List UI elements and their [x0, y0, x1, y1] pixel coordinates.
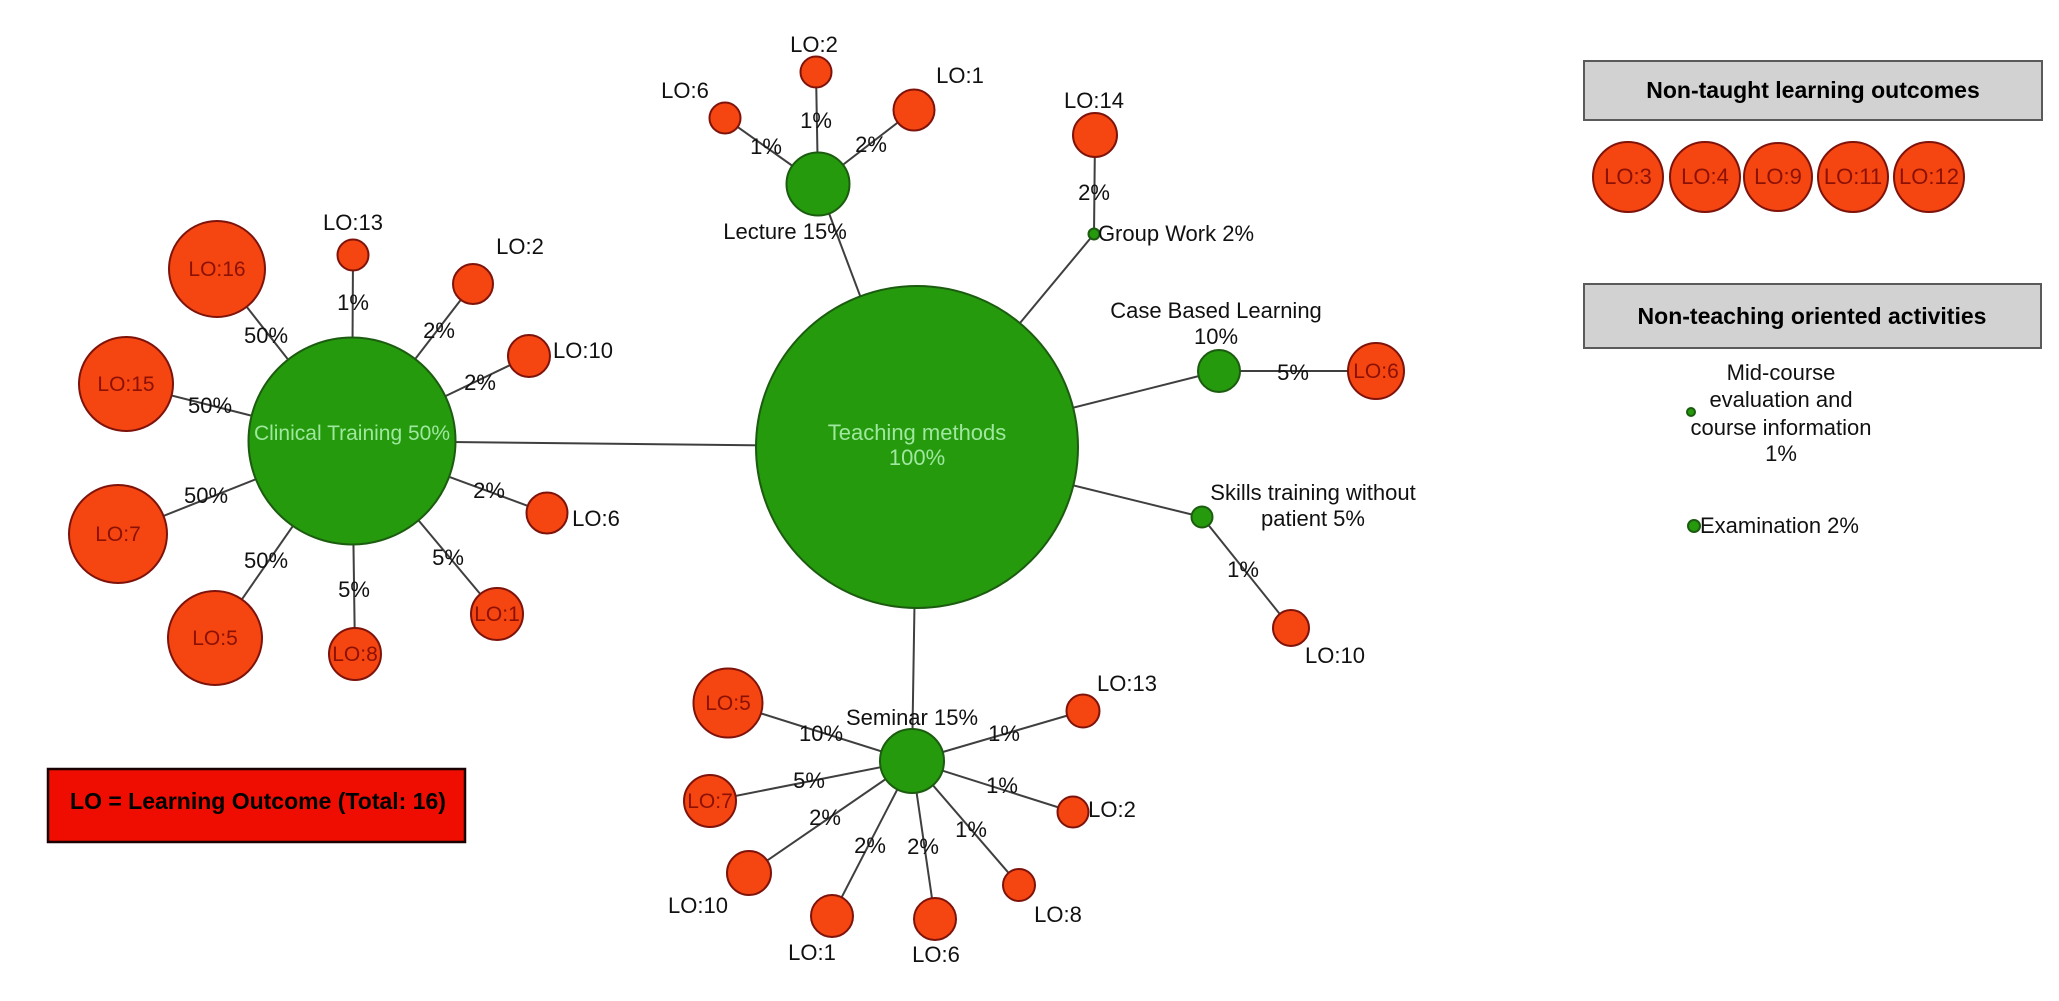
- svg-text:2%: 2%: [854, 833, 886, 858]
- svg-text:2%: 2%: [1078, 180, 1110, 205]
- svg-text:50%: 50%: [188, 393, 232, 418]
- svg-text:LO:6: LO:6: [661, 78, 709, 103]
- svg-text:course information: course information: [1691, 415, 1872, 440]
- svg-text:LO:6: LO:6: [912, 942, 960, 967]
- svg-text:LO:6: LO:6: [1353, 360, 1399, 383]
- svg-text:LO:9: LO:9: [1754, 164, 1802, 189]
- svg-text:Lecture 15%: Lecture 15%: [723, 219, 847, 244]
- svg-text:2%: 2%: [473, 478, 505, 503]
- svg-text:1%: 1%: [1227, 557, 1259, 582]
- svg-text:2%: 2%: [809, 805, 841, 830]
- svg-text:LO:6: LO:6: [572, 506, 620, 531]
- svg-text:Clinical Training 50%: Clinical Training 50%: [254, 422, 450, 445]
- svg-text:2%: 2%: [855, 132, 887, 157]
- svg-text:LO:16: LO:16: [188, 258, 245, 281]
- svg-text:LO:2: LO:2: [1088, 797, 1136, 822]
- svg-text:LO = Learning Outcome (Total:: LO = Learning Outcome (Total: 16): [70, 788, 446, 814]
- svg-text:Examination 2%: Examination 2%: [1700, 513, 1859, 538]
- svg-text:LO:7: LO:7: [687, 790, 733, 813]
- svg-text:LO:1: LO:1: [474, 603, 520, 626]
- svg-text:LO:5: LO:5: [705, 692, 751, 715]
- svg-text:LO:2: LO:2: [496, 234, 544, 259]
- svg-text:LO:12: LO:12: [1899, 164, 1959, 189]
- svg-text:LO:11: LO:11: [1824, 164, 1882, 189]
- svg-text:1%: 1%: [988, 721, 1020, 746]
- svg-text:1%: 1%: [337, 290, 369, 315]
- svg-text:LO:3: LO:3: [1604, 164, 1652, 189]
- svg-text:Mid-course: Mid-course: [1727, 360, 1836, 385]
- svg-text:LO:1: LO:1: [936, 63, 984, 88]
- svg-text:5%: 5%: [793, 768, 825, 793]
- svg-text:10%: 10%: [799, 721, 843, 746]
- svg-text:LO:10: LO:10: [1305, 643, 1365, 668]
- svg-text:LO:10: LO:10: [668, 893, 728, 918]
- svg-text:LO:8: LO:8: [1034, 902, 1082, 927]
- svg-text:1%: 1%: [986, 773, 1018, 798]
- svg-text:100%: 100%: [889, 445, 945, 470]
- svg-text:LO:14: LO:14: [1064, 88, 1124, 113]
- svg-text:5%: 5%: [432, 545, 464, 570]
- svg-text:LO:10: LO:10: [553, 338, 613, 363]
- svg-text:LO:13: LO:13: [323, 210, 383, 235]
- svg-text:1%: 1%: [1765, 441, 1797, 466]
- svg-text:2%: 2%: [423, 318, 455, 343]
- svg-text:evaluation and: evaluation and: [1709, 387, 1852, 412]
- svg-text:50%: 50%: [244, 323, 288, 348]
- svg-text:LO:1: LO:1: [788, 940, 836, 965]
- svg-text:LO:2: LO:2: [790, 32, 838, 57]
- svg-text:1%: 1%: [800, 108, 832, 133]
- svg-text:LO:7: LO:7: [95, 523, 141, 546]
- svg-text:Seminar 15%: Seminar 15%: [846, 705, 978, 730]
- svg-text:Skills training without: Skills training without: [1210, 480, 1415, 505]
- svg-text:10%: 10%: [1194, 324, 1238, 349]
- svg-text:Case Based Learning: Case Based Learning: [1110, 298, 1322, 323]
- svg-text:50%: 50%: [184, 483, 228, 508]
- svg-text:1%: 1%: [955, 817, 987, 842]
- svg-text:50%: 50%: [244, 548, 288, 573]
- svg-text:5%: 5%: [338, 577, 370, 602]
- svg-text:1%: 1%: [750, 134, 782, 159]
- svg-text:Non-taught learning outcomes: Non-taught learning outcomes: [1646, 77, 1980, 103]
- svg-text:LO:8: LO:8: [332, 643, 378, 666]
- svg-text:5%: 5%: [1277, 360, 1309, 385]
- svg-text:2%: 2%: [907, 834, 939, 859]
- svg-text:2%: 2%: [464, 370, 496, 395]
- svg-text:Teaching methods: Teaching methods: [828, 420, 1007, 445]
- svg-text:Group Work 2%: Group Work 2%: [1098, 221, 1254, 246]
- svg-text:Non-teaching oriented activiti: Non-teaching oriented activities: [1638, 303, 1987, 329]
- svg-text:LO:4: LO:4: [1681, 164, 1729, 189]
- svg-text:patient 5%: patient 5%: [1261, 506, 1365, 531]
- svg-text:LO:13: LO:13: [1097, 671, 1157, 696]
- svg-text:LO:5: LO:5: [192, 627, 238, 650]
- svg-text:LO:15: LO:15: [97, 373, 154, 396]
